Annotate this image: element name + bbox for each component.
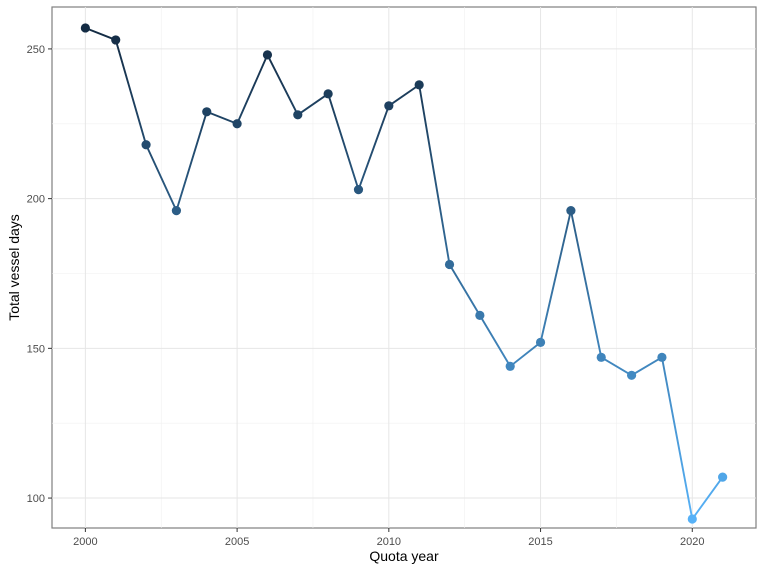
series-line-segment: [478, 314, 512, 368]
series-line-segment: [266, 53, 299, 116]
data-point: [414, 80, 424, 90]
data-point: [687, 514, 697, 524]
y-tick-label: 100: [27, 493, 45, 505]
grid-lines: [52, 7, 756, 528]
series-line-segment: [600, 356, 633, 377]
data-point: [202, 107, 212, 117]
data-point: [626, 370, 637, 380]
y-axis-title: Total vessel days: [6, 214, 22, 321]
series-line-segment: [418, 83, 451, 266]
data-point: [232, 119, 242, 129]
data-point: [293, 110, 303, 120]
x-axis-title: Quota year: [369, 548, 439, 564]
x-tick-label: 2005: [225, 536, 249, 548]
data-point: [505, 361, 515, 371]
series-line: [84, 27, 724, 520]
data-point: [718, 472, 728, 482]
x-axis-ticks: 2000 2005 2010 2015 2020: [73, 528, 705, 548]
series-line-segment: [387, 83, 421, 107]
plot-panel: [51, 6, 757, 529]
x-tick-label: 2020: [680, 536, 704, 548]
series-line-segment: [539, 209, 572, 344]
x-tick-label: 2010: [377, 536, 401, 548]
data-point: [353, 185, 364, 195]
series-line-segment: [175, 110, 208, 212]
y-tick-label: 250: [27, 44, 45, 56]
series-line-segment: [205, 110, 239, 125]
data-point: [80, 23, 90, 33]
data-point: [444, 259, 455, 270]
data-point: [323, 89, 333, 99]
data-point: [596, 352, 606, 362]
data-point: [141, 140, 151, 150]
series-line-segment: [145, 143, 178, 212]
data-point: [657, 352, 667, 362]
data-point: [171, 206, 182, 216]
data-point: [566, 206, 576, 216]
x-tick-label: 2000: [73, 536, 97, 548]
series-line-segment: [448, 263, 481, 317]
data-point: [535, 337, 546, 347]
data-point: [111, 35, 121, 45]
y-tick-label: 150: [27, 343, 45, 355]
x-tick-label: 2015: [528, 536, 552, 548]
series-line-segment: [357, 104, 390, 191]
data-point: [262, 50, 273, 60]
series-line-segment: [84, 27, 117, 41]
series-line-segment: [569, 209, 603, 359]
y-axis-ticks: 100 150 200 250: [27, 44, 52, 505]
series-line-segment: [660, 356, 694, 520]
series-line-segment: [236, 53, 269, 125]
y-tick-label: 200: [27, 194, 45, 206]
data-point: [384, 101, 394, 111]
series-line-segment: [509, 341, 542, 368]
series-line-segment: [630, 356, 663, 377]
series-line-segment: [296, 92, 330, 116]
data-point: [475, 310, 485, 321]
series-line-segment: [114, 38, 148, 146]
series-line-segment: [691, 476, 724, 520]
series-points: [80, 23, 728, 524]
series-line-segment: [327, 92, 360, 191]
